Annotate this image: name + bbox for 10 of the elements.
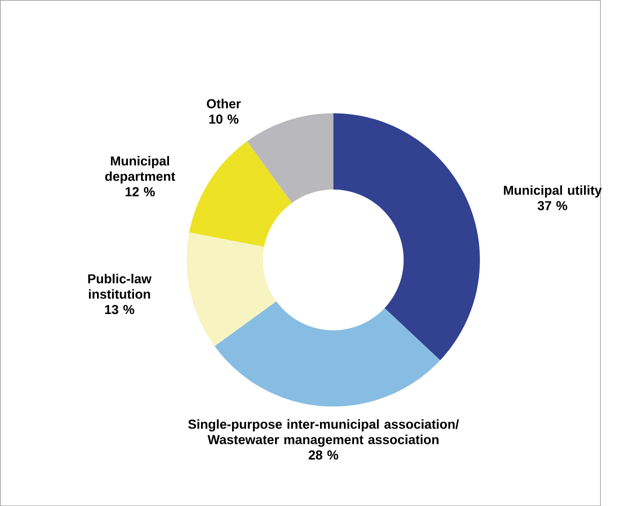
data-label: 13 %: [105, 304, 134, 314]
slice-label: Other: [206, 98, 241, 108]
data-label: 12 %: [126, 186, 155, 196]
slice-label: Municipal department: [105, 156, 176, 184]
data-label: 37 %: [538, 200, 568, 210]
slice-label: Single-purpose inter-municipal association/ Wastewater management association: [188, 419, 459, 447]
data-label: 10 %: [209, 114, 238, 124]
data-label: 28 %: [308, 450, 338, 460]
slice-label: Municipal utility: [504, 185, 602, 198]
slice-label: Public-law institution: [88, 274, 152, 299]
